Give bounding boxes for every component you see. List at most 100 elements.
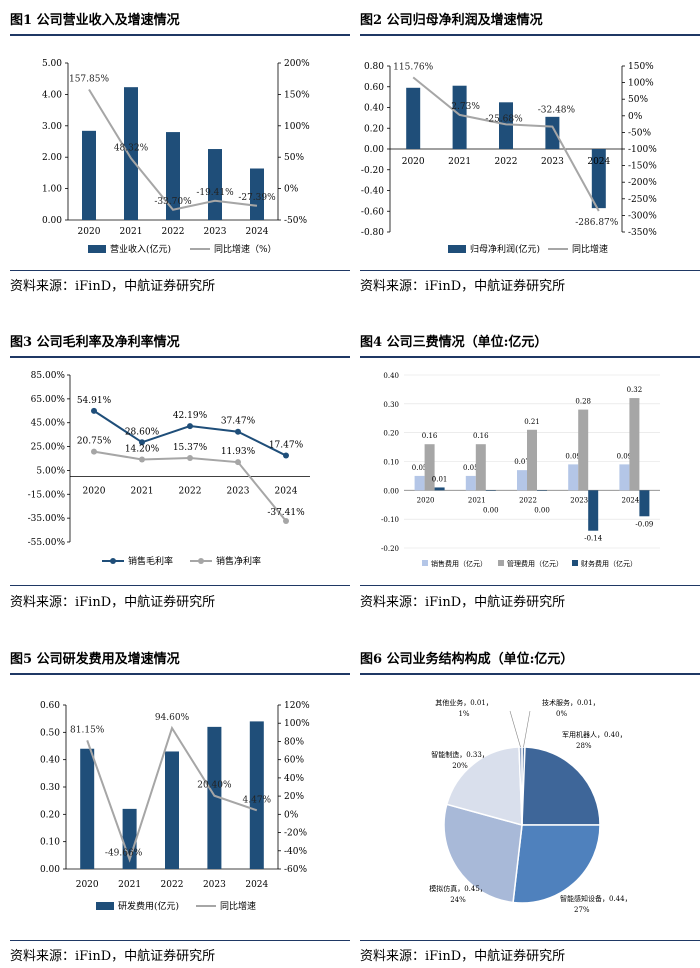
growth-label: -25.68% <box>485 114 523 124</box>
bar <box>475 444 486 491</box>
y-tick-label: -0.20 <box>381 545 399 553</box>
legend-bar-swatch <box>448 245 466 253</box>
figure-4-rule <box>360 356 700 358</box>
figure-5: 图5 公司研发费用及增速情况 0.00 0.10 0.20 0.30 0.40 0.50 0… <box>10 647 350 965</box>
bar <box>578 409 589 491</box>
bar-label: 0.01 <box>432 475 448 483</box>
figure-4-source: 资料来源：iFinD，中航证券研究所 <box>360 595 566 610</box>
bar <box>485 490 496 491</box>
point-label: 28.60% <box>125 427 160 437</box>
right-tick-label: -100% <box>628 145 657 155</box>
right-tick-label: 120% <box>284 701 310 711</box>
series-point <box>235 459 241 466</box>
bar <box>499 102 513 149</box>
category-label: 2024 <box>275 486 298 496</box>
bar <box>414 475 425 491</box>
growth-line <box>412 76 600 212</box>
slice-percent: 20% <box>452 762 468 770</box>
figure-6-rule <box>360 673 700 675</box>
series-point <box>139 439 145 446</box>
bar <box>517 470 527 491</box>
bar <box>82 130 96 220</box>
bar-label: 0.00 <box>483 506 499 514</box>
slice-label: 智能制造，0.33， <box>431 750 489 759</box>
pie-slice <box>521 746 601 826</box>
bar <box>249 721 264 869</box>
category-label: 2020 <box>83 486 106 496</box>
legend-line-label: 同比增速（%） <box>214 243 277 255</box>
bar <box>537 490 547 491</box>
growth-line <box>86 725 258 863</box>
right-tick-label: -50% <box>284 216 307 226</box>
figure-2-title: 图2 公司归母净利润及增速情况 <box>360 13 543 28</box>
bar <box>406 87 421 149</box>
right-tick-label: 50% <box>628 95 648 105</box>
left-tick-label: 0.00 <box>42 216 62 226</box>
slice-percent: 28% <box>576 742 592 750</box>
figure-4-title: 图4 公司三费情况（单位:亿元） <box>360 335 548 350</box>
slice-label: 其他业务，0.01， <box>435 698 493 707</box>
figure-2-rule <box>360 34 700 36</box>
category-label: 2020 <box>78 227 101 237</box>
figure-1-rule <box>10 34 350 36</box>
bar <box>80 748 95 869</box>
legend-label: 销售毛利率 <box>128 555 173 567</box>
category-label: 2020 <box>76 880 99 890</box>
growth-label: -27.39% <box>238 193 276 203</box>
figure-1-source: 资料来源：iFinD，中航证券研究所 <box>10 279 216 294</box>
right-tick-label: 0% <box>284 185 299 195</box>
bar-label: 0.07 <box>514 458 530 466</box>
right-tick-label: -60% <box>284 865 307 875</box>
category-label: 2023 <box>204 227 227 237</box>
bar <box>629 398 640 491</box>
figure-3-chart: -55.00% -35.00% -15.00% 5.00% 25.00% 45.00% 65… <box>28 371 310 567</box>
pie-slice <box>443 803 523 904</box>
point-label: 20.75% <box>77 437 112 447</box>
left-tick-label: 0.20 <box>40 810 60 820</box>
figure-6-title: 图6 公司业务结构构成（单位:亿元） <box>360 652 574 667</box>
y-tick-label: -35.00% <box>28 514 66 524</box>
bar-label: 0.00 <box>534 506 550 514</box>
right-tick-label: 200% <box>284 59 310 69</box>
bar-label: 0.05 <box>463 464 479 472</box>
left-tick-label: 1.00 <box>42 185 62 195</box>
y-tick-label: 0.40 <box>383 372 399 380</box>
legend-bar-swatch <box>96 902 114 910</box>
bar <box>122 808 137 869</box>
slice-percent: 0% <box>556 710 567 718</box>
figure-2-source: 资料来源：iFinD，中航证券研究所 <box>360 279 566 294</box>
legend-bar-label: 研发费用(亿元) <box>118 900 179 912</box>
point-label: 11.93% <box>221 447 256 457</box>
right-tick-label: 150% <box>284 90 310 100</box>
legend-marker <box>110 558 116 564</box>
category-label: 2021 <box>118 880 141 890</box>
left-tick-label: -0.80 <box>361 228 384 238</box>
figure-5-title: 图5 公司研发费用及增速情况 <box>10 652 180 667</box>
legend-label: 管理费用（亿元） <box>507 559 563 568</box>
right-tick-label: 20% <box>284 792 304 802</box>
right-tick-label: -40% <box>284 847 307 857</box>
figure-1-bottom-rule <box>10 270 350 271</box>
bar-label: 0.16 <box>422 432 438 440</box>
legend-swatch <box>422 560 428 566</box>
bar <box>165 751 179 869</box>
bar-label: 0.16 <box>473 432 489 440</box>
bar-label: 0.09 <box>565 452 581 460</box>
figure-3-bottom-rule <box>10 585 350 586</box>
series-point <box>91 448 97 455</box>
category-label: 2024 <box>621 496 639 504</box>
series-point <box>235 428 241 435</box>
figure-5-chart: 0.00 0.10 0.20 0.30 0.40 0.50 0.60 -60% -40% -20%… <box>40 701 310 912</box>
figure-5-source: 资料来源：iFinD，中航证券研究所 <box>10 949 216 964</box>
left-tick-label: 3.00 <box>42 122 62 132</box>
series-point <box>139 456 145 463</box>
point-label: 14.20% <box>125 444 160 454</box>
growth-label: 115.76% <box>393 62 433 72</box>
figure-2-chart: -0.80 -0.60 -0.40 -0.20 0.00 0.20 0.40 0.60 0.80… <box>361 62 657 255</box>
left-tick-label: 0.40 <box>40 756 60 766</box>
right-tick-label: -200% <box>628 178 657 188</box>
left-tick-label: 0.30 <box>40 783 60 793</box>
right-tick-label: -300% <box>628 211 657 221</box>
right-tick-label: 0% <box>284 810 299 820</box>
right-tick-label: 100% <box>284 122 310 132</box>
